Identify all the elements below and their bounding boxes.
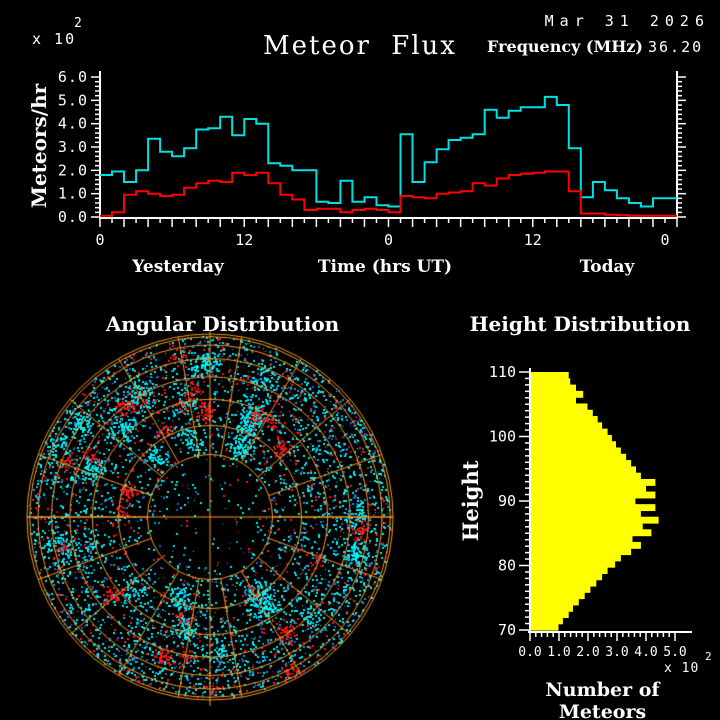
flux-x-tick-label: 0 [384, 231, 393, 249]
height-bar [531, 378, 571, 386]
flux-x-tick-label: 12 [524, 231, 542, 249]
height-y-tick-label: 70 [498, 621, 516, 639]
height-bar [531, 567, 608, 574]
flux-y-tick-label: 0.0 [58, 208, 88, 226]
height-y-tick-label: 80 [498, 557, 516, 575]
height-bar [531, 416, 598, 423]
height-x-axis-multiplier: x 10 [664, 661, 700, 676]
height-bar [531, 409, 593, 417]
flux-y-tick-label: 5.0 [58, 91, 88, 109]
flux-y-tick-label: 6.0 [58, 68, 88, 86]
flux-y-axis-multiplier-exponent: 2 [74, 16, 82, 31]
height-bar [531, 422, 603, 430]
height-bar [531, 554, 621, 562]
height-bar [531, 611, 569, 619]
height-bar [531, 497, 636, 505]
height-bar [531, 535, 633, 543]
flux-y-tick-label: 4.0 [58, 115, 88, 133]
height-bar [531, 390, 584, 398]
height-chart: 70 80 90 100 110 0.0 1.0 2.0 3.0 4.0 5.0 [489, 363, 692, 660]
height-distribution-title: Height Distribution [469, 312, 691, 336]
flux-x-tick-label: 0 [660, 231, 669, 249]
height-bar [531, 441, 616, 449]
height-bar [531, 466, 636, 474]
height-bar [531, 397, 576, 405]
flux-y-tick-label: 2.0 [58, 161, 88, 179]
flux-y-tick-label: 1.0 [58, 185, 88, 203]
height-bar [531, 623, 559, 631]
x-axis-label-today: Today [579, 257, 635, 277]
height-bar [531, 592, 585, 600]
height-bar [531, 548, 632, 556]
height-bar [531, 372, 569, 379]
height-bar [531, 485, 647, 493]
height-x-tick-label: 1.0 [547, 645, 570, 660]
height-x-axis-multiplier-exponent: 2 [705, 650, 712, 663]
height-bar [531, 434, 612, 442]
height-bar [531, 529, 652, 537]
height-x-tick-label: 0.0 [518, 645, 541, 660]
height-bar [531, 523, 643, 530]
height-bar [531, 516, 659, 524]
flux-x-tick-label: 12 [235, 231, 253, 249]
height-bar [531, 585, 591, 593]
height-x-axis-label: Number of Meteors [545, 679, 660, 720]
height-x-tick-label: 4.0 [634, 645, 657, 660]
height-bar [531, 403, 588, 411]
x-axis-label-time: Time (hrs UT) [317, 257, 453, 277]
height-y-tick-label: 110 [489, 363, 516, 381]
frequency-value: 36.20 [648, 38, 704, 56]
height-y-tick-label: 100 [489, 428, 516, 446]
height-bar [531, 460, 632, 467]
height-x-tick-label: 3.0 [605, 645, 628, 660]
angular-distribution-map [20, 330, 406, 706]
x-axis-label-yesterday: Yesterday [132, 257, 224, 277]
height-bar [531, 598, 579, 606]
height-bar [531, 472, 641, 480]
height-bar [531, 560, 616, 568]
height-bar [531, 428, 608, 436]
height-bar [531, 541, 641, 549]
frequency-label: Frequency (MHz) [487, 37, 643, 56]
height-y-tick-label: 90 [498, 492, 516, 510]
height-bar [531, 510, 641, 518]
height-bar [531, 491, 656, 499]
height-bar [531, 478, 656, 486]
flux-series-red [100, 170, 677, 217]
height-bar [531, 604, 573, 612]
height-bar [531, 573, 603, 581]
flux-x-tick-label: 0 [95, 231, 104, 249]
page-title: Meteor Flux [263, 31, 457, 61]
height-bar [531, 384, 576, 392]
report-date: Mar 31 2026 [544, 12, 710, 30]
height-bar [531, 447, 621, 455]
flux-chart: 0.0 1.0 2.0 3.0 4.0 5.0 6.0 0 12 0 12 0 [58, 68, 686, 249]
height-x-tick-label: 2.0 [576, 645, 599, 660]
height-bar [531, 579, 597, 587]
height-x-tick-label: 5.0 [663, 645, 686, 660]
height-bar [531, 617, 563, 625]
height-bar [531, 504, 656, 512]
height-bar [531, 453, 627, 461]
flux-series-cyan [100, 95, 677, 208]
flux-y-tick-label: 3.0 [58, 138, 88, 156]
flux-y-axis-multiplier: x 10 [32, 30, 77, 48]
